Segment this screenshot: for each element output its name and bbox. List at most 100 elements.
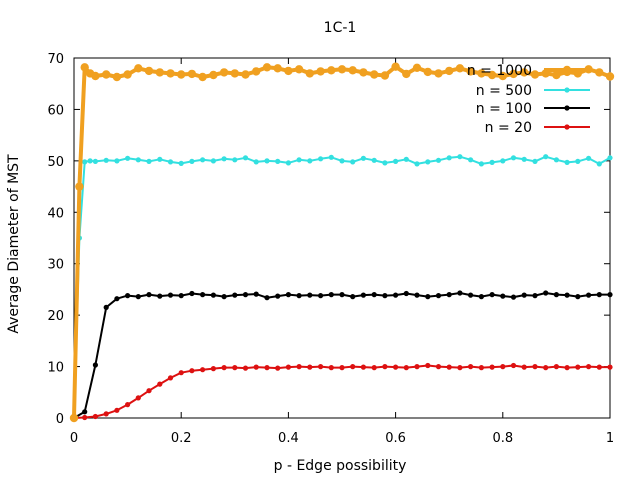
y-tick-label: 60	[47, 103, 64, 118]
data-point	[564, 365, 570, 371]
data-point	[264, 295, 270, 301]
data-point	[296, 157, 302, 163]
data-point	[359, 68, 368, 77]
plot-frame	[73, 57, 611, 419]
data-point	[435, 157, 442, 163]
data-point	[219, 68, 229, 77]
data-point	[607, 155, 613, 161]
data-point	[69, 413, 79, 423]
data-point	[468, 292, 474, 298]
data-point	[509, 69, 518, 79]
data-point	[595, 68, 604, 77]
data-point	[543, 365, 549, 371]
data-point	[435, 293, 442, 299]
data-point	[489, 159, 495, 165]
data-point	[285, 160, 291, 166]
data-point	[273, 64, 282, 73]
data-point	[296, 293, 302, 299]
legend-entry: n = 1000	[467, 63, 590, 79]
data-point	[586, 292, 592, 298]
data-point	[371, 292, 377, 298]
data-point	[103, 157, 109, 163]
legend: n = 1000 n = 500 n = 100 n = 20	[467, 63, 590, 136]
data-point	[530, 70, 540, 79]
data-point	[114, 407, 120, 413]
data-point	[371, 365, 377, 371]
y-tick-label: 10	[47, 361, 64, 376]
data-point	[371, 157, 377, 163]
data-point	[586, 155, 592, 161]
data-point	[253, 291, 259, 297]
data-point	[468, 157, 474, 163]
data-point	[178, 293, 184, 299]
data-point	[221, 365, 227, 371]
data-point	[412, 63, 422, 72]
data-point	[339, 292, 345, 298]
data-point	[253, 159, 259, 165]
data-point	[607, 292, 613, 298]
data-point	[360, 155, 366, 161]
data-point	[155, 68, 164, 77]
data-point	[596, 292, 602, 298]
plot-area	[73, 57, 611, 419]
data-point	[146, 292, 152, 298]
series-3	[71, 290, 613, 421]
data-point	[307, 364, 313, 370]
data-point	[328, 154, 334, 160]
data-point	[423, 67, 432, 77]
data-point	[294, 65, 304, 74]
data-point	[252, 67, 261, 76]
data-point	[425, 159, 431, 165]
data-point	[350, 294, 356, 300]
data-point	[510, 362, 517, 369]
data-point	[521, 292, 527, 298]
data-point	[478, 365, 484, 371]
data-point	[370, 70, 379, 79]
y-tick-label: 50	[47, 155, 64, 170]
data-point	[478, 161, 484, 167]
data-point	[564, 159, 570, 165]
data-point	[91, 71, 100, 81]
data-point	[112, 72, 122, 82]
data-point	[457, 365, 463, 371]
data-point	[285, 364, 291, 370]
data-point	[135, 294, 141, 300]
legend-entry: n = 500	[476, 83, 590, 99]
data-point	[327, 66, 336, 75]
series-line	[73, 155, 611, 419]
y-tick-label: 70	[47, 52, 64, 67]
data-point	[575, 294, 581, 300]
data-point	[350, 364, 356, 370]
legend-label: n = 100	[476, 101, 532, 117]
data-point	[457, 290, 463, 296]
x-tick-label: 0	[70, 431, 78, 446]
data-point	[500, 158, 506, 164]
data-point	[135, 395, 141, 401]
data-point	[125, 293, 131, 299]
data-point	[318, 364, 324, 370]
data-point	[114, 296, 120, 302]
data-point	[92, 413, 98, 420]
x-tick-label: 0.2	[171, 431, 192, 446]
data-point	[157, 293, 163, 299]
data-point	[318, 156, 324, 162]
legend-marker	[562, 65, 572, 75]
data-point	[468, 364, 474, 370]
data-point	[275, 293, 281, 299]
data-point	[209, 70, 218, 80]
data-point	[391, 62, 400, 71]
data-point	[498, 71, 507, 81]
data-point	[210, 158, 216, 164]
data-point	[339, 158, 345, 164]
data-point	[135, 157, 141, 163]
y-tick-label: 20	[47, 309, 64, 324]
data-point	[510, 294, 517, 300]
data-point	[521, 156, 527, 162]
legend-label: n = 20	[485, 120, 532, 136]
legend-label: n = 500	[476, 83, 532, 99]
data-point	[435, 364, 442, 370]
data-point	[564, 292, 570, 298]
data-point	[414, 364, 420, 370]
data-point	[532, 293, 538, 299]
